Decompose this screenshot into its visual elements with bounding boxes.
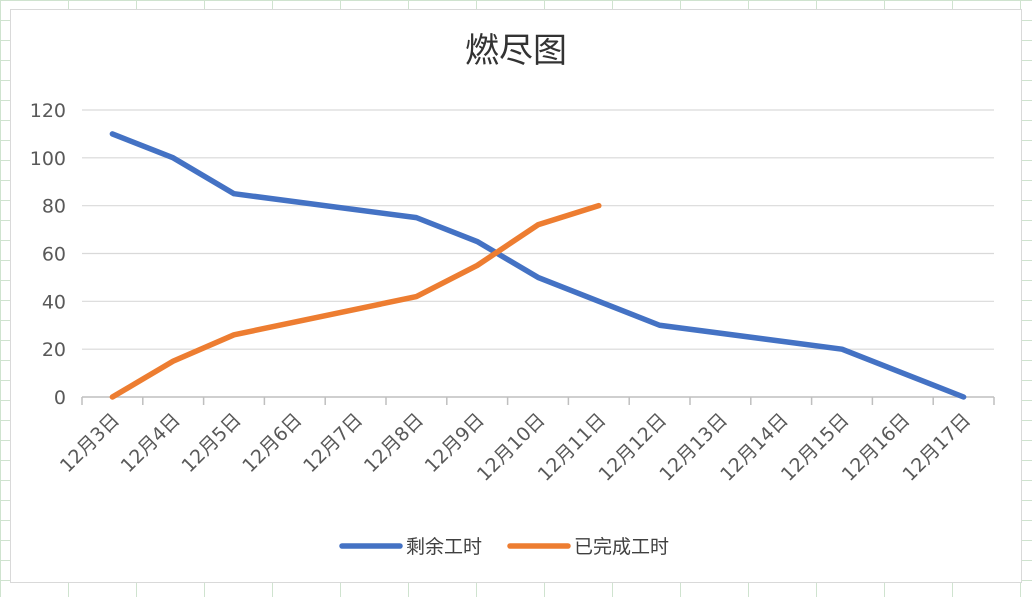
- data-point[interactable]: [961, 394, 967, 400]
- chart-title: 燃尽图: [465, 31, 567, 71]
- gridlines: [82, 109, 994, 350]
- data-point[interactable]: [474, 262, 480, 268]
- legend-label: 已完成工时: [574, 536, 669, 558]
- series-lines: [109, 131, 967, 400]
- x-tick-label: 12月7日: [299, 409, 367, 477]
- data-point[interactable]: [109, 131, 115, 137]
- legend: 剩余工时 已完成工时: [339, 536, 669, 558]
- y-tick-label: 0: [54, 387, 66, 409]
- y-tick-label: 20: [42, 339, 66, 361]
- x-tick-label: 12月8日: [360, 409, 428, 477]
- chart-area[interactable]: [10, 9, 1022, 583]
- data-point[interactable]: [657, 322, 663, 328]
- data-point[interactable]: [596, 203, 602, 209]
- y-tick-label: 120: [30, 100, 66, 122]
- data-point[interactable]: [839, 346, 845, 352]
- data-point[interactable]: [231, 191, 237, 197]
- series-line-0[interactable]: [109, 131, 967, 400]
- x-tick-label: 12月6日: [238, 409, 306, 477]
- data-point[interactable]: [109, 394, 115, 400]
- y-tick-label: 60: [42, 244, 66, 266]
- x-tick-label: 12月4日: [117, 409, 185, 477]
- y-tick-label: 100: [30, 148, 66, 170]
- y-tick-label: 80: [42, 196, 66, 218]
- y-tick-label: 40: [42, 291, 66, 313]
- data-point[interactable]: [231, 332, 237, 338]
- series-line-1[interactable]: [109, 202, 602, 400]
- data-point[interactable]: [535, 222, 541, 228]
- data-point[interactable]: [170, 155, 176, 161]
- x-tick-label: 12月3日: [56, 409, 124, 477]
- data-point[interactable]: [474, 239, 480, 245]
- legend-label: 剩余工时: [406, 536, 482, 558]
- data-point[interactable]: [535, 274, 541, 280]
- x-tick-label: 12月5日: [177, 409, 245, 477]
- data-point[interactable]: [413, 215, 419, 221]
- data-point[interactable]: [170, 358, 176, 364]
- data-point[interactable]: [413, 294, 419, 300]
